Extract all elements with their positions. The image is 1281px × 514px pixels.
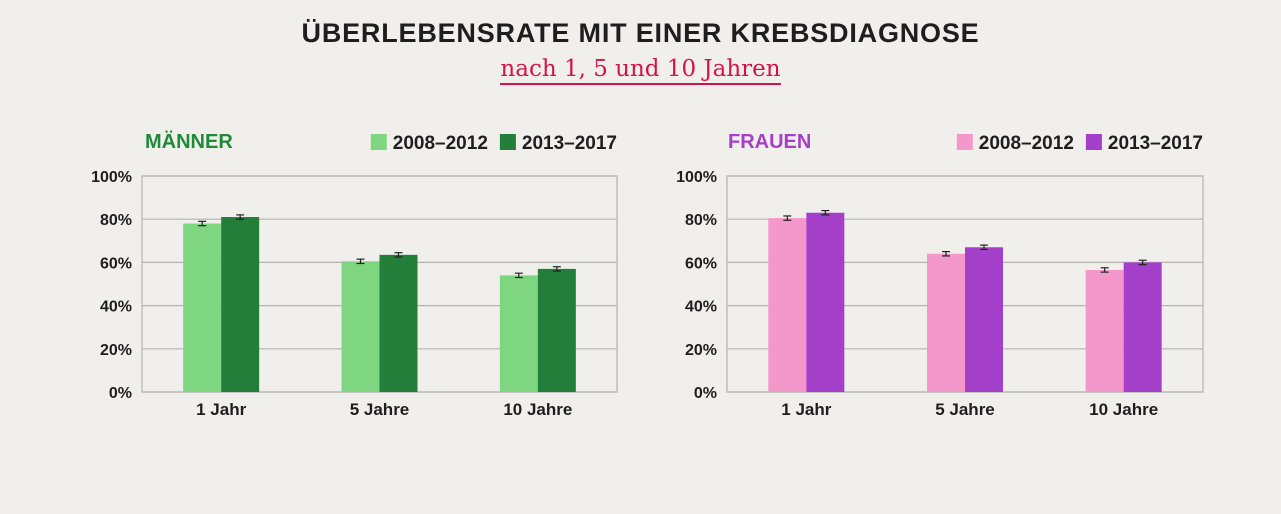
frauen-bar	[965, 247, 1003, 392]
maenner-bar	[379, 254, 418, 392]
frauen-panel-title: FRAUEN	[728, 131, 811, 153]
maenner-panel-title: MÄNNER	[145, 130, 233, 153]
maenner-bar	[499, 275, 538, 392]
maenner-y-tick-label: 60%	[100, 255, 132, 272]
maenner-category-label: 1 Jahr	[196, 400, 246, 419]
frauen-y-tick-label: 100%	[676, 169, 717, 186]
maenner-legend-swatch-1	[370, 134, 387, 150]
maenner-bar	[221, 217, 260, 392]
maenner-y-tick-label: 40%	[100, 299, 132, 316]
frauen-category-label: 1 Jahr	[781, 400, 831, 419]
frauen-y-tick-label: 0%	[694, 385, 717, 402]
page-subtitle: nach 1, 5 und 10 Jahren	[0, 56, 1281, 85]
maenner-legend-label-1: 2008–2012	[393, 133, 488, 154]
frauen-y-tick-label: 60%	[685, 255, 717, 272]
frauen-category-label: 10 Jahre	[1089, 400, 1158, 419]
frauen-legend-label-2: 2013–2017	[1108, 133, 1203, 154]
frauen-bar	[927, 253, 965, 392]
page-subtitle-text: nach 1, 5 und 10 Jahren	[500, 56, 781, 85]
frauen-y-tick-label: 20%	[685, 342, 717, 359]
frauen-category-label: 5 Jahre	[935, 400, 995, 419]
maenner-y-tick-label: 0%	[109, 385, 132, 402]
maenner-y-tick-label: 20%	[100, 342, 132, 359]
maenner-category-label: 10 Jahre	[503, 400, 572, 419]
maenner-bar	[537, 268, 576, 392]
maenner-legend-label-2: 2013–2017	[522, 133, 617, 154]
maenner-bar	[183, 223, 222, 392]
maenner-chart: MÄNNER 2013–2017 2008–2012 0% 20% 40% 60% 80% 10…	[91, 130, 618, 419]
frauen-legend-swatch-2	[1085, 134, 1102, 150]
maenner-legend-swatch-2	[499, 134, 516, 150]
frauen-legend-label-1: 2008–2012	[979, 133, 1074, 154]
frauen-y-tick-label: 80%	[685, 212, 717, 229]
frauen-legend-swatch-1	[956, 134, 973, 150]
frauen-chart: FRAUEN 2013–2017 2008–2012 0% 20% 40% 60% 80% 10…	[676, 131, 1204, 419]
frauen-bar	[806, 212, 845, 392]
page-title: ÜBERLEBENSRATE MIT EINER KREBSDIAGNOSE	[301, 18, 980, 48]
maenner-category-label: 5 Jahre	[350, 400, 410, 419]
frauen-legend: 2013–2017 2008–2012	[956, 133, 1203, 154]
maenner-y-tick-label: 100%	[91, 169, 132, 186]
maenner-bar	[341, 261, 380, 392]
frauen-bar	[1085, 269, 1124, 392]
frauen-y-tick-label: 40%	[685, 299, 717, 316]
maenner-legend: 2013–2017 2008–2012	[370, 133, 617, 154]
frauen-bar	[768, 218, 807, 392]
maenner-y-tick-label: 80%	[100, 212, 132, 229]
frauen-bar	[1123, 262, 1162, 392]
